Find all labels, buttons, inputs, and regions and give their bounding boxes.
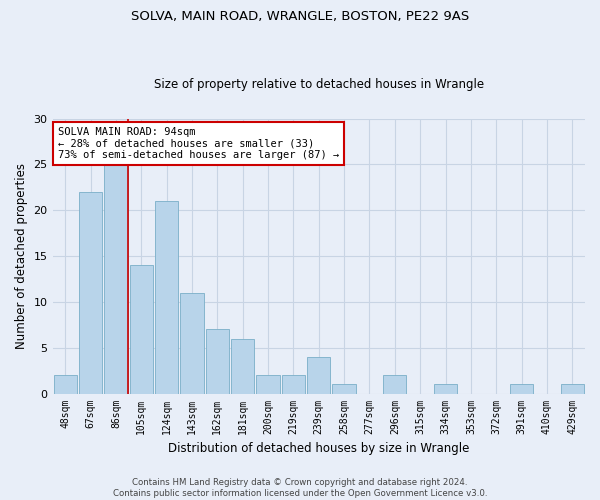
Bar [231, 338, 254, 394]
Bar [206, 330, 229, 394]
Bar [282, 375, 305, 394]
Bar [256, 375, 280, 394]
Bar [104, 164, 128, 394]
Bar [383, 375, 406, 394]
Title: Size of property relative to detached houses in Wrangle: Size of property relative to detached ho… [154, 78, 484, 91]
Bar [181, 292, 203, 394]
X-axis label: Distribution of detached houses by size in Wrangle: Distribution of detached houses by size … [168, 442, 469, 455]
Bar [307, 357, 331, 394]
Bar [53, 375, 77, 394]
Bar [332, 384, 356, 394]
Text: Contains HM Land Registry data © Crown copyright and database right 2024.
Contai: Contains HM Land Registry data © Crown c… [113, 478, 487, 498]
Text: SOLVA, MAIN ROAD, WRANGLE, BOSTON, PE22 9AS: SOLVA, MAIN ROAD, WRANGLE, BOSTON, PE22 … [131, 10, 469, 23]
Text: SOLVA MAIN ROAD: 94sqm
← 28% of detached houses are smaller (33)
73% of semi-det: SOLVA MAIN ROAD: 94sqm ← 28% of detached… [58, 127, 339, 160]
Bar [155, 201, 178, 394]
Bar [560, 384, 584, 394]
Bar [79, 192, 102, 394]
Bar [130, 265, 153, 394]
Bar [510, 384, 533, 394]
Bar [434, 384, 457, 394]
Y-axis label: Number of detached properties: Number of detached properties [15, 163, 28, 349]
